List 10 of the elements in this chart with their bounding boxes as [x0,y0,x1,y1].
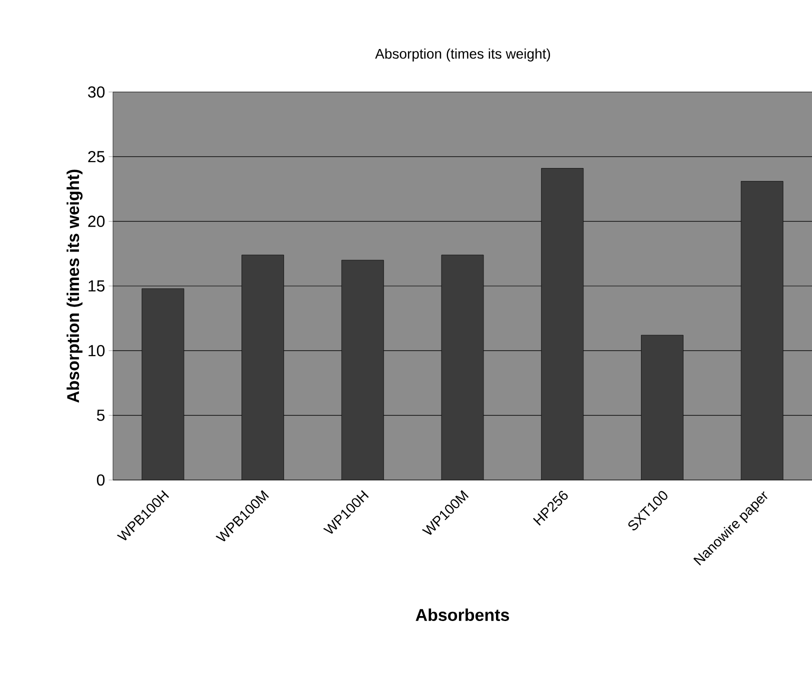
chart-title: Absorption (times its weight) [375,48,550,62]
y-tick-label: 5 [96,410,105,421]
y-tick-label: 15 [88,280,105,292]
y-tick-label: 25 [88,151,105,162]
y-tick-label: 10 [88,345,105,356]
y-tick-label: 30 [88,86,105,98]
y-tick-label: 20 [88,216,105,227]
y-tick-label: 0 [96,474,105,486]
y-axis-title: Absorption (times its weight) [66,170,83,403]
x-axis-title: Absorbents [416,608,510,622]
